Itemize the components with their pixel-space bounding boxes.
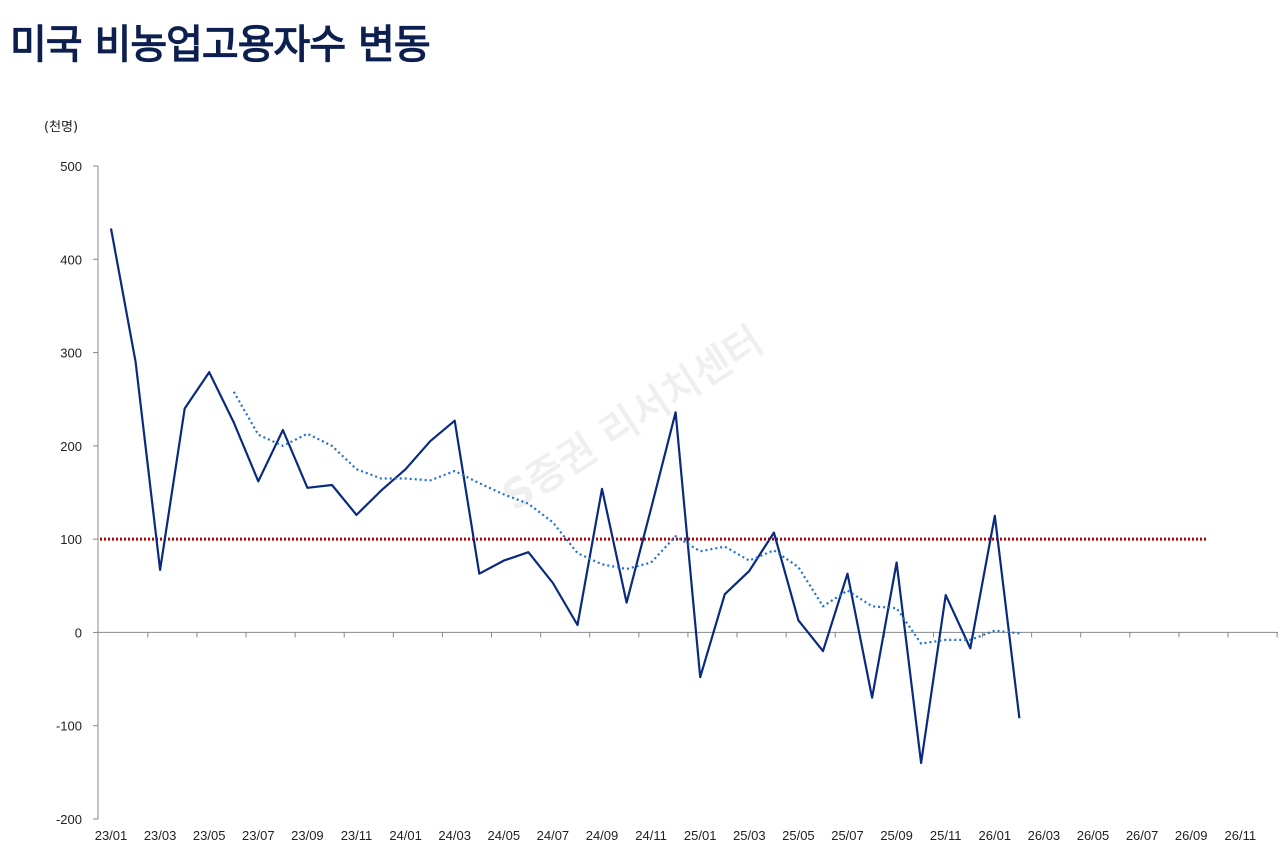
x-tick-label: 23/01 — [95, 828, 128, 843]
y-tick-label: 0 — [75, 625, 82, 640]
y-tick-label: -100 — [56, 719, 82, 734]
y-axis-unit-label: (천명) — [44, 120, 79, 135]
x-tick-label: 23/09 — [291, 828, 324, 843]
x-tick-label: 24/03 — [438, 828, 471, 843]
x-tick-label: 25/01 — [684, 828, 717, 843]
x-tick-label: 26/05 — [1077, 828, 1110, 843]
x-tick-label: 24/05 — [488, 828, 521, 843]
x-tick-label: 24/11 — [635, 828, 667, 843]
y-tick-label: 300 — [60, 346, 82, 361]
x-tick-label: 26/01 — [979, 828, 1012, 843]
x-tick-label: 24/01 — [389, 828, 422, 843]
x-tick-label: 25/07 — [831, 828, 864, 843]
y-tick-label: 500 — [60, 159, 82, 174]
x-tick-label: 23/11 — [341, 828, 373, 843]
x-tick-label: 25/03 — [733, 828, 766, 843]
x-tick-label: 23/03 — [144, 828, 177, 843]
x-tick-label: 25/09 — [880, 828, 913, 843]
x-tick-label: 23/05 — [193, 828, 226, 843]
y-axis: 500 400 300 200 100 0 -100 -200 — [56, 159, 99, 827]
x-axis: 23/01 23/03 23/05 23/07 23/09 23/11 24/01 24/03… — [95, 631, 1278, 843]
y-tick-label: 200 — [60, 439, 82, 454]
x-tick-label: 26/03 — [1028, 828, 1061, 843]
series-group — [109, 228, 1021, 765]
y-tick-label: 100 — [60, 532, 82, 547]
y-tick-label: -200 — [56, 812, 82, 827]
x-tick-label: 26/07 — [1126, 828, 1159, 843]
x-tick-label: 26/11 — [1225, 828, 1257, 843]
x-tick-label: 25/11 — [930, 828, 962, 843]
series-line-solid — [109, 228, 1021, 765]
series-line-dotted — [232, 391, 1020, 645]
chart-title: 미국 비농업고용자수 변동 — [10, 22, 431, 68]
x-tick-label: 26/09 — [1175, 828, 1208, 843]
y-tick-label: 400 — [60, 252, 82, 267]
watermark: S증권 리서치센터 — [494, 318, 771, 520]
x-tick-label: 24/09 — [586, 828, 619, 843]
x-tick-label: 24/07 — [537, 828, 570, 843]
x-tick-label: 25/05 — [782, 828, 815, 843]
x-tick-label: 23/07 — [242, 828, 275, 843]
